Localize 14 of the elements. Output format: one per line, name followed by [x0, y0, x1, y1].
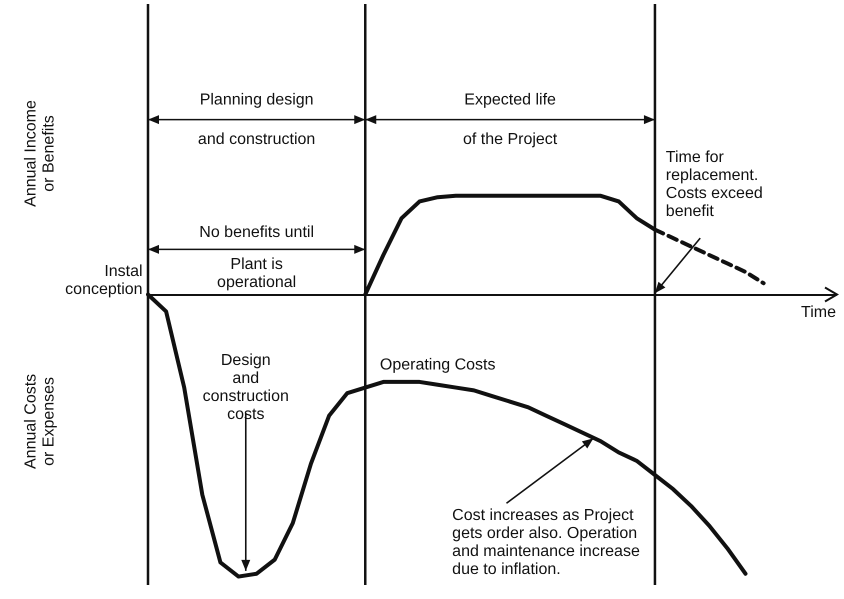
text: of the Project — [462, 130, 558, 148]
text: Annual Costs or Expenses — [22, 374, 58, 470]
text: Planning design — [200, 91, 314, 108]
text: Instal conception — [65, 262, 143, 298]
annotation: Plant is operational — [217, 256, 296, 291]
annotation: No benefits until — [199, 224, 314, 241]
annotation: Operating Costs — [380, 356, 496, 374]
x-axis-title: Time — [801, 304, 836, 321]
text: Annual Income or Benefits — [22, 100, 58, 207]
annotation: Time for replacement. Costs exceed benefit — [666, 149, 763, 220]
text: Expected life — [464, 91, 556, 108]
annotation: Design and construction costs — [202, 352, 289, 424]
text: and construction — [198, 130, 316, 148]
annotation: Cost increases as Project gets order also. Operation and maintenance increase due to inflation. — [452, 507, 640, 578]
